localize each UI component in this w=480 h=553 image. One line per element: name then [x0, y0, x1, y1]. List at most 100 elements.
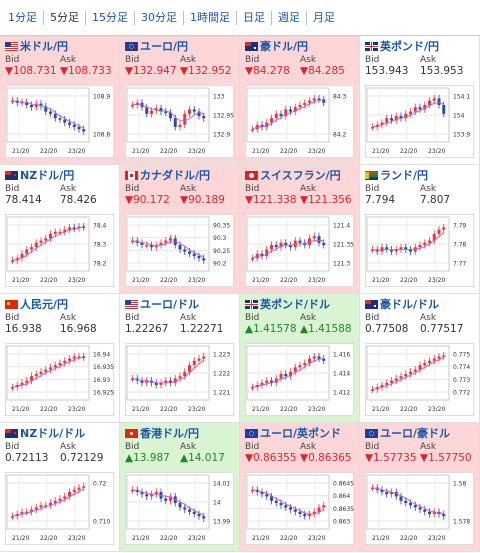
- ask-value: 153.953: [420, 65, 464, 77]
- rate-card[interactable]: 英ポンド/円 Bid Ask 153.943 153.953 154.1 154 153.9 2…: [360, 36, 480, 165]
- pair-name-link[interactable]: 香港ドル/円: [140, 427, 200, 440]
- price-chart[interactable]: 1.58 1.578 21/20 22/20 23/20: [365, 472, 474, 545]
- price-chart[interactable]: 14.01 14 13.99 21/20 22/20 23/20: [125, 472, 234, 545]
- bid-ask-values: ▼0.86355 ▼0.86365: [245, 452, 355, 465]
- rate-card[interactable]: ユーロ/豪ドル Bid Ask ▼1.57735 ▼1.57750 1.58 1.578 21…: [360, 423, 480, 552]
- y-tick-label: 153.9: [453, 132, 470, 139]
- tab-timeframe[interactable]: 15分足: [85, 10, 134, 25]
- rate-card[interactable]: 豪ドル/円 Bid Ask ▼84.278 ▼84.285 84.3 84.2 21/20 22…: [240, 36, 360, 165]
- candle-body: [390, 492, 393, 495]
- pair-name-link[interactable]: ランド/円: [380, 169, 429, 182]
- pair-name-link[interactable]: 英ポンド/ドル: [260, 298, 331, 311]
- x-tick-label: 22/20: [40, 535, 57, 542]
- price-chart[interactable]: 1.223 1.222 1.221 21/20 22/20 23/20: [125, 343, 234, 416]
- rate-card[interactable]: 香港ドル/円 Bid Ask ▲13.987 ▲14.017 14.01 14 13.99 21…: [120, 423, 240, 552]
- price-chart[interactable]: 7.79 7.78 7.77 21/20 22/20 23/20: [365, 214, 474, 287]
- candle-body: [274, 245, 278, 248]
- tab-timeframe[interactable]: 5分足: [43, 10, 85, 25]
- tab-timeframe[interactable]: 1分足: [8, 10, 37, 24]
- y-tick-label: 121.35: [333, 242, 354, 249]
- candle-body: [298, 365, 302, 368]
- price-chart[interactable]: 1.416 1.414 1.412 21/20 22/20 23/20: [245, 343, 354, 416]
- pair-name-link[interactable]: NZドル/ドル: [20, 427, 86, 440]
- price-chart[interactable]: 108.9 108.8 21/20 22/20 23/20: [5, 85, 114, 158]
- pair-name-link[interactable]: ユーロ/円: [140, 40, 189, 53]
- price-chart[interactable]: 16.94 16.935 16.93 16.925 21/20 22/20 23/20: [5, 343, 114, 416]
- rate-card[interactable]: 人民元/円 Bid Ask 16.938 16.968 16.94 16.935 16.93 1…: [0, 294, 120, 423]
- price-chart[interactable]: 0.72 0.710 21/20 22/20 23/20: [5, 472, 114, 545]
- rate-grid: 米ドル/円 Bid Ask ▼108.731 ▼108.733 108.9 108.8 21/…: [0, 36, 480, 553]
- price-chart[interactable]: 133 132.95 132.9 21/20 22/20 23/20: [125, 85, 234, 158]
- candle-body: [303, 514, 307, 517]
- price-chart[interactable]: 121.4 121.35 121.3 21/20 22/20 23/20: [245, 214, 354, 287]
- pair-name-link[interactable]: ユーロ/ドル: [140, 298, 200, 311]
- x-tick-label: 21/20: [12, 535, 29, 542]
- candle-body: [188, 251, 191, 254]
- candle-body: [437, 229, 441, 234]
- candle-body: [77, 356, 81, 358]
- x-tick-label: 23/20: [308, 535, 325, 542]
- ask-value: 0.72129: [60, 452, 104, 464]
- pair-name-link[interactable]: 豪ドル/円: [260, 40, 309, 53]
- pair-name-link[interactable]: 人民元/円: [20, 298, 69, 311]
- price-chart[interactable]: 84.3 84.2 21/20 22/20 23/20: [245, 85, 354, 158]
- candle-body: [409, 503, 412, 506]
- pair-name-link[interactable]: NZドル/円: [20, 169, 75, 182]
- pair-name-link[interactable]: ユーロ/豪ドル: [380, 427, 451, 440]
- card-header: ユーロ/ドル: [125, 296, 235, 312]
- tab-timeframe[interactable]: 週足: [271, 10, 306, 25]
- candle-body: [145, 107, 149, 114]
- bid-ask-labels: Bid Ask: [5, 442, 115, 452]
- pair-name-link[interactable]: ユーロ/英ポンド: [260, 427, 342, 440]
- moving-average-line: [132, 103, 204, 122]
- price-chart[interactable]: 90.35 90.3 90.25 90.2 21/20 22/20 23/20: [125, 214, 234, 287]
- tab-timeframe[interactable]: 月足: [306, 10, 341, 25]
- bid-ask-labels: Bid Ask: [365, 313, 475, 323]
- pair-name-link[interactable]: 米ドル/円: [20, 40, 69, 53]
- price-chart[interactable]: 154.1 154 153.9 21/20 22/20 23/20: [365, 85, 474, 158]
- rate-card[interactable]: ランド/円 Bid Ask 7.794 7.807 7.79 7.78 7.77 21/20 22…: [360, 165, 480, 294]
- ask-value: 1.22271: [180, 323, 224, 335]
- candle-body: [183, 371, 187, 377]
- pair-name-link[interactable]: 豪ドル/ドル: [380, 298, 440, 311]
- candle-body: [44, 369, 48, 372]
- pair-name-link[interactable]: スイスフラン/円: [260, 169, 341, 182]
- pair-name-link[interactable]: 英ポンド/円: [380, 40, 440, 53]
- moving-average-line: [252, 240, 324, 259]
- ask-label: Ask: [60, 442, 77, 452]
- candle-body: [131, 489, 134, 492]
- rate-card[interactable]: スイスフラン/円 Bid Ask ▼121.338 ▼121.356 121.4 121.3…: [240, 165, 360, 294]
- rate-card[interactable]: カナダドル/円 Bid Ask ▼90.172 ▼90.189 90.35 90.3 90.2…: [120, 165, 240, 294]
- candle-body: [279, 503, 283, 506]
- rate-card[interactable]: ユーロ/英ポンド Bid Ask ▼0.86355 ▼0.86365 0.8645 0.86…: [240, 423, 360, 552]
- moving-average-line: [132, 240, 204, 258]
- tab-timeframe[interactable]: 30分足: [134, 10, 183, 25]
- tab-timeframe[interactable]: 日足: [236, 10, 271, 25]
- price-chart[interactable]: 0.775 0.774 0.773 0.772 21/20 22/20 23/20: [365, 343, 474, 416]
- price-chart[interactable]: 0.8645 0.864 0.8635 0.863 21/20 22/20 23/20: [245, 472, 354, 545]
- candle-body: [317, 236, 321, 243]
- pair-name-link[interactable]: カナダドル/円: [140, 169, 211, 182]
- flag-icon: [125, 299, 138, 309]
- candle-body: [423, 242, 427, 245]
- moving-average-line: [372, 101, 444, 128]
- candle-body: [442, 227, 446, 230]
- rate-card[interactable]: NZドル/ドル Bid Ask 0.72113 0.72129 0.72 0.710 21/2…: [0, 423, 120, 552]
- ask-label: Ask: [420, 184, 437, 194]
- y-tick-label: 0.72: [93, 481, 107, 488]
- rate-card[interactable]: ユーロ/ドル Bid Ask 1.22267 1.22271 1.223 1.222 1.22…: [120, 294, 240, 423]
- rate-card[interactable]: NZドル/円 Bid Ask 78.414 78.426 78.4 78.3 78.2 21/2…: [0, 165, 120, 294]
- rate-card[interactable]: 豪ドル/ドル Bid Ask 0.77508 0.77517 0.775 0.774 0.77…: [360, 294, 480, 423]
- candle-body: [322, 505, 326, 508]
- rate-card[interactable]: 米ドル/円 Bid Ask ▼108.731 ▼108.733 108.9 108.8 21/…: [0, 36, 120, 165]
- candle-body: [312, 98, 316, 101]
- price-chart[interactable]: 78.4 78.3 78.2 21/20 22/20 23/20: [5, 214, 114, 287]
- rate-card[interactable]: 英ポンド/ドル Bid Ask ▲1.41578 ▲1.41588 1.416 1.414 1…: [240, 294, 360, 423]
- ask-value: 0.77517: [420, 323, 464, 335]
- tab-timeframe[interactable]: 1時間足: [183, 10, 236, 25]
- y-tick-label: 121.3: [333, 261, 350, 268]
- candle-body: [72, 489, 76, 492]
- candle-body: [197, 358, 201, 361]
- bid-ask-values: 16.938 16.968: [5, 323, 115, 336]
- rate-card[interactable]: ユーロ/円 Bid Ask ▼132.947 ▼132.952 133 132.95 132.…: [120, 36, 240, 165]
